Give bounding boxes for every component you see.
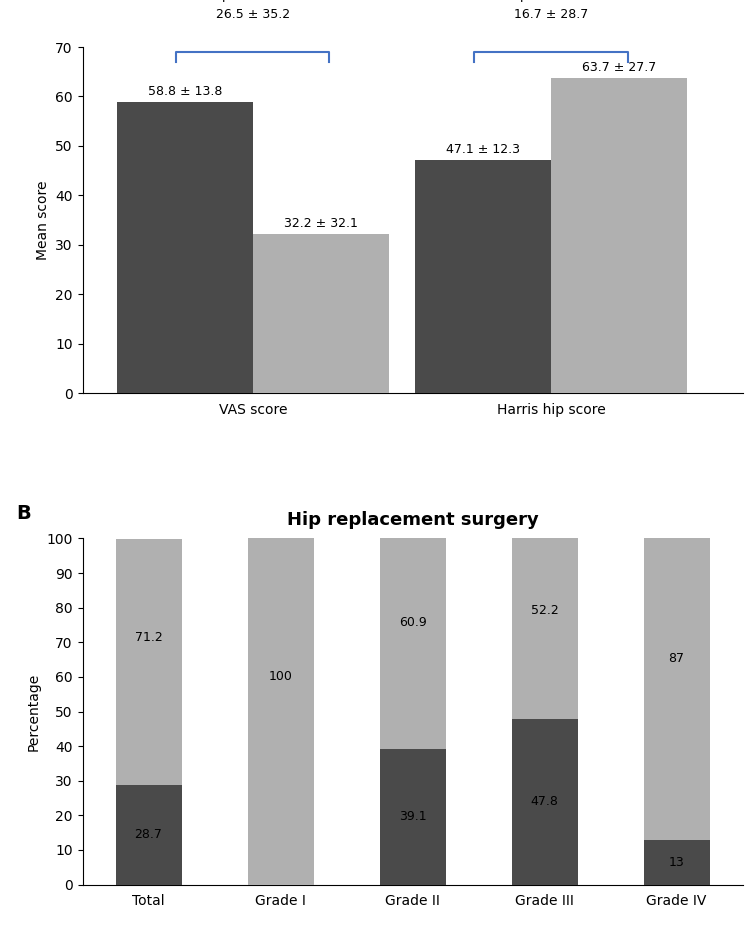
Text: 60.9: 60.9 [399,616,426,630]
Text: 63.7 ± 27.7: 63.7 ± 27.7 [582,61,656,74]
Bar [380,538,446,749]
Text: 39.1: 39.1 [399,810,426,823]
Bar [116,103,253,393]
Bar [551,78,687,393]
Bar [248,538,314,885]
Bar [415,160,551,393]
Bar [512,538,578,719]
Bar [512,719,578,885]
Text: 47.8: 47.8 [530,795,559,808]
Text: B: B [16,503,32,523]
Text: 87: 87 [668,652,685,665]
Text: p = 0.001: p = 0.001 [520,0,582,2]
Text: 28.7: 28.7 [134,828,163,841]
Text: A: A [16,0,32,4]
Text: 58.8 ± 13.8: 58.8 ± 13.8 [148,86,222,99]
Y-axis label: Percentage: Percentage [27,673,40,751]
Text: 52.2: 52.2 [531,604,558,617]
Bar [253,234,389,393]
Title: Hip replacement surgery: Hip replacement surgery [286,511,538,529]
Text: 100: 100 [268,670,292,683]
Bar [644,538,710,839]
Bar [380,749,446,885]
Bar [644,839,710,885]
Text: 32.2 ± 32.1: 32.2 ± 32.1 [284,217,358,230]
Text: 16.7 ± 28.7: 16.7 ± 28.7 [514,8,588,22]
Y-axis label: Mean score: Mean score [35,181,50,260]
Text: 26.5 ± 35.2: 26.5 ± 35.2 [216,8,290,22]
Text: 71.2: 71.2 [135,630,162,644]
Bar [116,785,182,885]
Text: 13: 13 [669,855,684,869]
Text: p = 0.001: p = 0.001 [222,0,284,2]
Text: 47.1 ± 12.3: 47.1 ± 12.3 [446,143,520,156]
Bar [116,539,182,785]
